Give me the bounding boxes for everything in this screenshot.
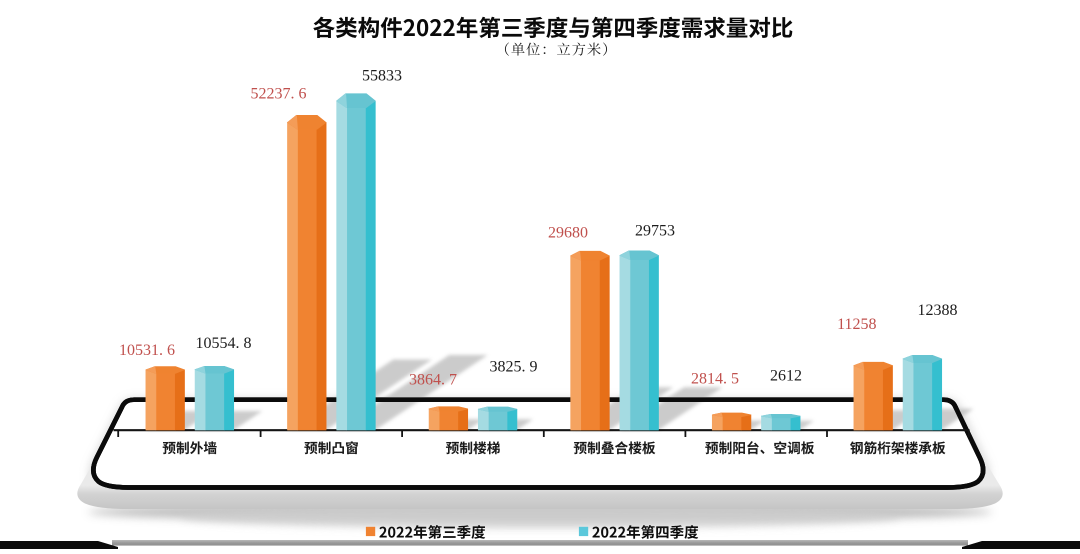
- svg-text:29753: 29753: [635, 223, 675, 240]
- svg-text:12388: 12388: [918, 302, 958, 319]
- svg-text:29680: 29680: [548, 224, 588, 241]
- svg-text:52237. 6: 52237. 6: [251, 86, 307, 103]
- svg-text:55833: 55833: [362, 68, 402, 85]
- svg-text:10554. 8: 10554. 8: [196, 335, 252, 352]
- svg-text:11258: 11258: [837, 316, 876, 333]
- svg-text:3864. 7: 3864. 7: [409, 372, 457, 389]
- svg-text:2612: 2612: [770, 368, 802, 385]
- svg-text:3825. 9: 3825. 9: [490, 359, 538, 376]
- svg-text:2814. 5: 2814. 5: [691, 370, 739, 387]
- svg-text:10531. 6: 10531. 6: [119, 342, 175, 359]
